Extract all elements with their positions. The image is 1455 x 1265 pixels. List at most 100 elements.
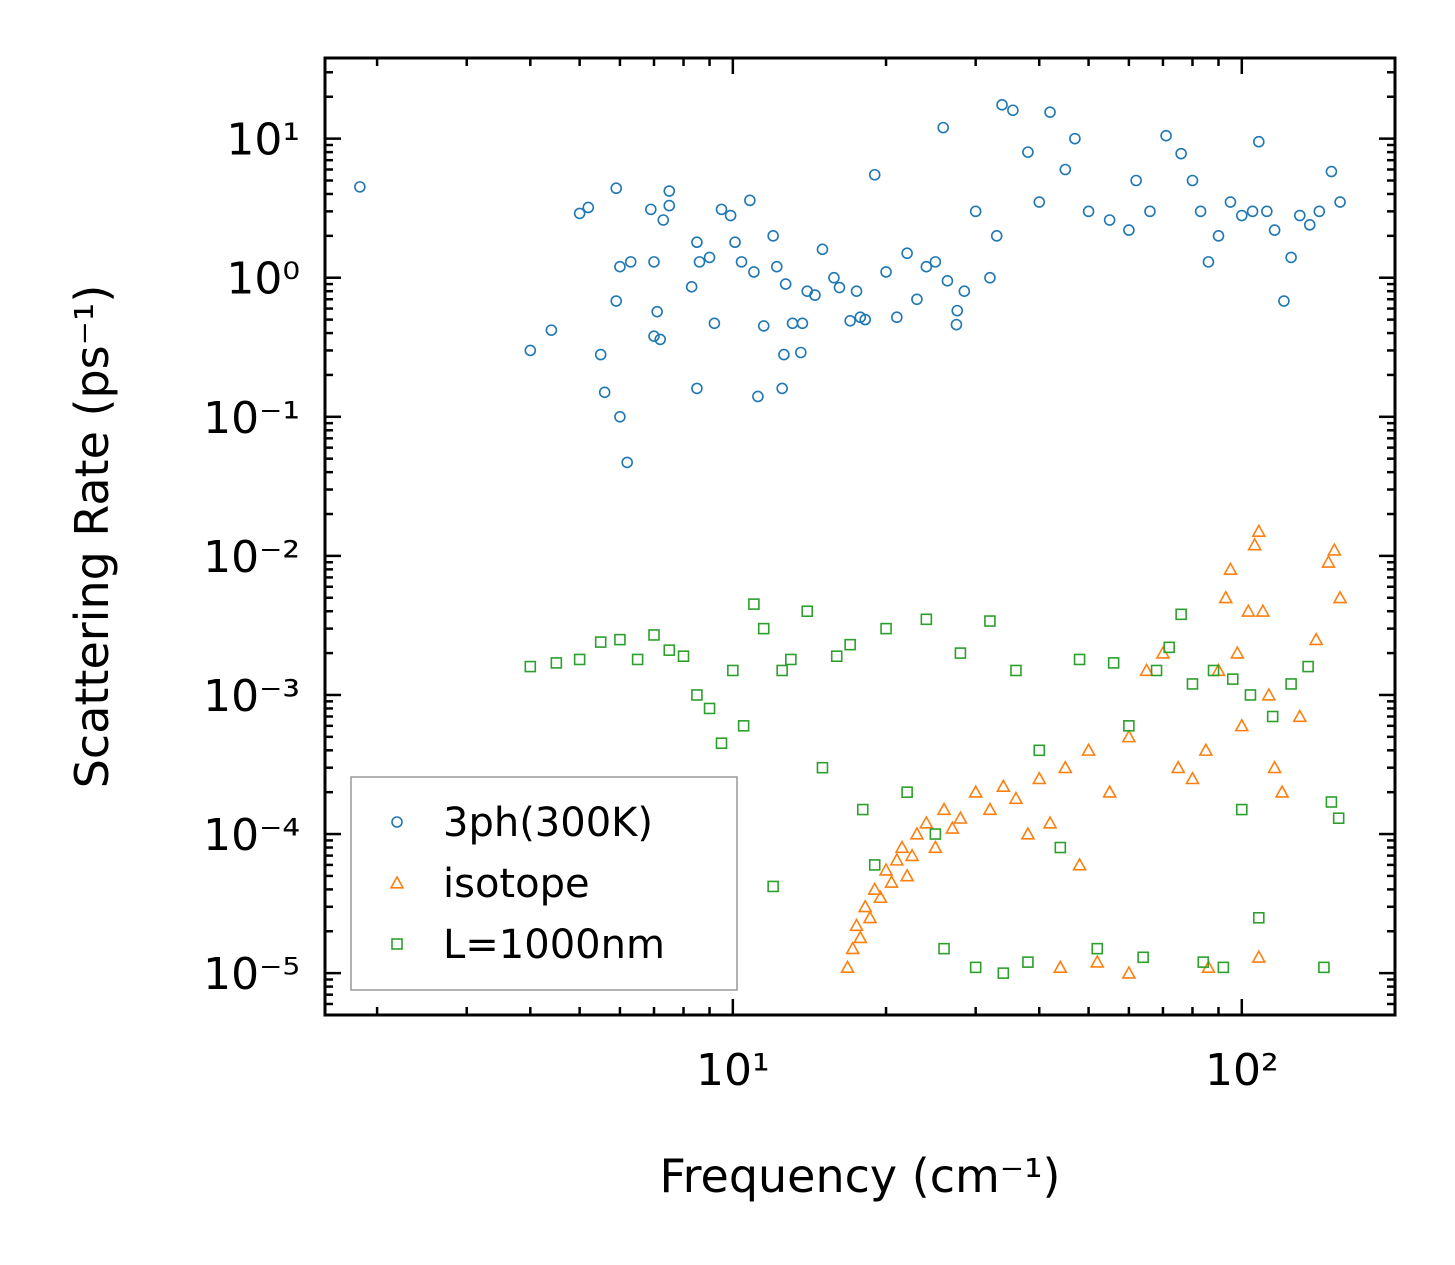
- data-point: [610, 295, 623, 307]
- data-point: [844, 315, 856, 327]
- data-point: [757, 622, 770, 635]
- data-point: [1303, 219, 1316, 231]
- data-point: [1031, 771, 1047, 785]
- data-point: [685, 281, 698, 293]
- data-point: [1033, 196, 1046, 208]
- data-point: [868, 859, 881, 871]
- y-tick-label: 10⁰: [226, 254, 300, 305]
- data-point: [663, 185, 676, 197]
- data-point: [1261, 687, 1277, 701]
- data-point: [573, 653, 586, 666]
- data-point: [1139, 662, 1154, 677]
- data-point: [715, 203, 728, 216]
- x-tick-label: 10²: [1205, 1045, 1279, 1096]
- data-point: [1218, 590, 1234, 604]
- data-point: [909, 826, 925, 840]
- y-tick-label: 10⁻⁵: [203, 949, 300, 1000]
- data-point: [880, 622, 892, 635]
- data-point: [901, 247, 913, 260]
- data-point: [1267, 760, 1282, 774]
- data-point: [1073, 653, 1086, 666]
- data-point: [984, 615, 996, 627]
- data-point: [648, 256, 660, 268]
- data-point: [691, 689, 703, 701]
- data-point: [1212, 230, 1225, 242]
- data-point: [867, 881, 883, 895]
- data-point: [844, 638, 856, 651]
- data-point: [996, 99, 1008, 111]
- data-point: [1207, 664, 1220, 677]
- data-point: [691, 236, 703, 249]
- data-point: [1251, 523, 1267, 537]
- data-point: [703, 251, 716, 264]
- data-point: [748, 598, 760, 610]
- data-point: [969, 961, 982, 974]
- data-point: [1247, 537, 1263, 551]
- data-point: [1235, 803, 1248, 816]
- data-point: [1059, 163, 1072, 176]
- data-point: [594, 348, 607, 361]
- data-point: [1302, 660, 1314, 673]
- data-point: [1285, 678, 1297, 690]
- data-point: [1334, 196, 1346, 208]
- data-point: [1321, 554, 1336, 568]
- data-point: [1274, 784, 1290, 798]
- data-point: [1255, 603, 1271, 617]
- data-point: [1144, 205, 1156, 218]
- data-point: [862, 910, 878, 924]
- data-point: [953, 810, 968, 824]
- data-point: [1089, 954, 1105, 968]
- data-point: [1008, 790, 1024, 805]
- data-point: [1326, 542, 1342, 556]
- data-point: [1137, 951, 1149, 964]
- data-point: [724, 209, 737, 222]
- data-point: [1082, 205, 1095, 218]
- data-point: [982, 801, 998, 816]
- legend-marker-boundary: [391, 938, 403, 950]
- data-point: [937, 121, 949, 134]
- data-point: [767, 230, 779, 242]
- data-point: [1121, 965, 1137, 979]
- points-layer: [354, 99, 1348, 979]
- data-point: [929, 828, 942, 840]
- data-point: [1197, 956, 1210, 968]
- data-point: [691, 382, 703, 395]
- data-point: [770, 260, 783, 273]
- data-point: [997, 967, 1010, 979]
- data-point: [1194, 205, 1207, 218]
- data-point: [594, 636, 607, 648]
- data-point: [951, 304, 964, 317]
- data-point: [693, 256, 706, 268]
- legend-label-3ph: 3ph(300K): [443, 800, 653, 846]
- data-point: [878, 862, 894, 876]
- data-point: [936, 801, 952, 816]
- data-point: [727, 664, 739, 677]
- data-point: [737, 720, 750, 732]
- data-point: [1186, 678, 1199, 690]
- data-point: [954, 647, 967, 659]
- data-point: [1020, 826, 1036, 840]
- data-point: [1007, 104, 1019, 117]
- legend-box: [350, 776, 738, 991]
- data-point: [801, 605, 814, 618]
- data-point: [1266, 710, 1279, 723]
- legend-marker-isotope: [389, 875, 405, 889]
- data-point: [703, 702, 716, 715]
- data-point: [573, 207, 586, 220]
- y-tick-label: 10¹: [226, 115, 300, 166]
- data-point: [1223, 561, 1238, 575]
- data-point: [1033, 744, 1046, 757]
- data-point: [1325, 165, 1338, 178]
- legend-marker: [391, 938, 403, 950]
- legend: 3ph(300K) isotope L=1000nm: [350, 776, 738, 991]
- data-point: [657, 214, 670, 226]
- data-point: [1253, 911, 1265, 924]
- legend-label-isotope: isotope: [443, 861, 590, 907]
- legend-marker: [391, 816, 403, 828]
- data-point: [614, 411, 626, 423]
- data-point: [1022, 956, 1034, 968]
- data-point: [1185, 771, 1200, 785]
- plot-frame: [323, 56, 1397, 1017]
- data-point: [614, 633, 626, 646]
- data-point: [920, 613, 933, 626]
